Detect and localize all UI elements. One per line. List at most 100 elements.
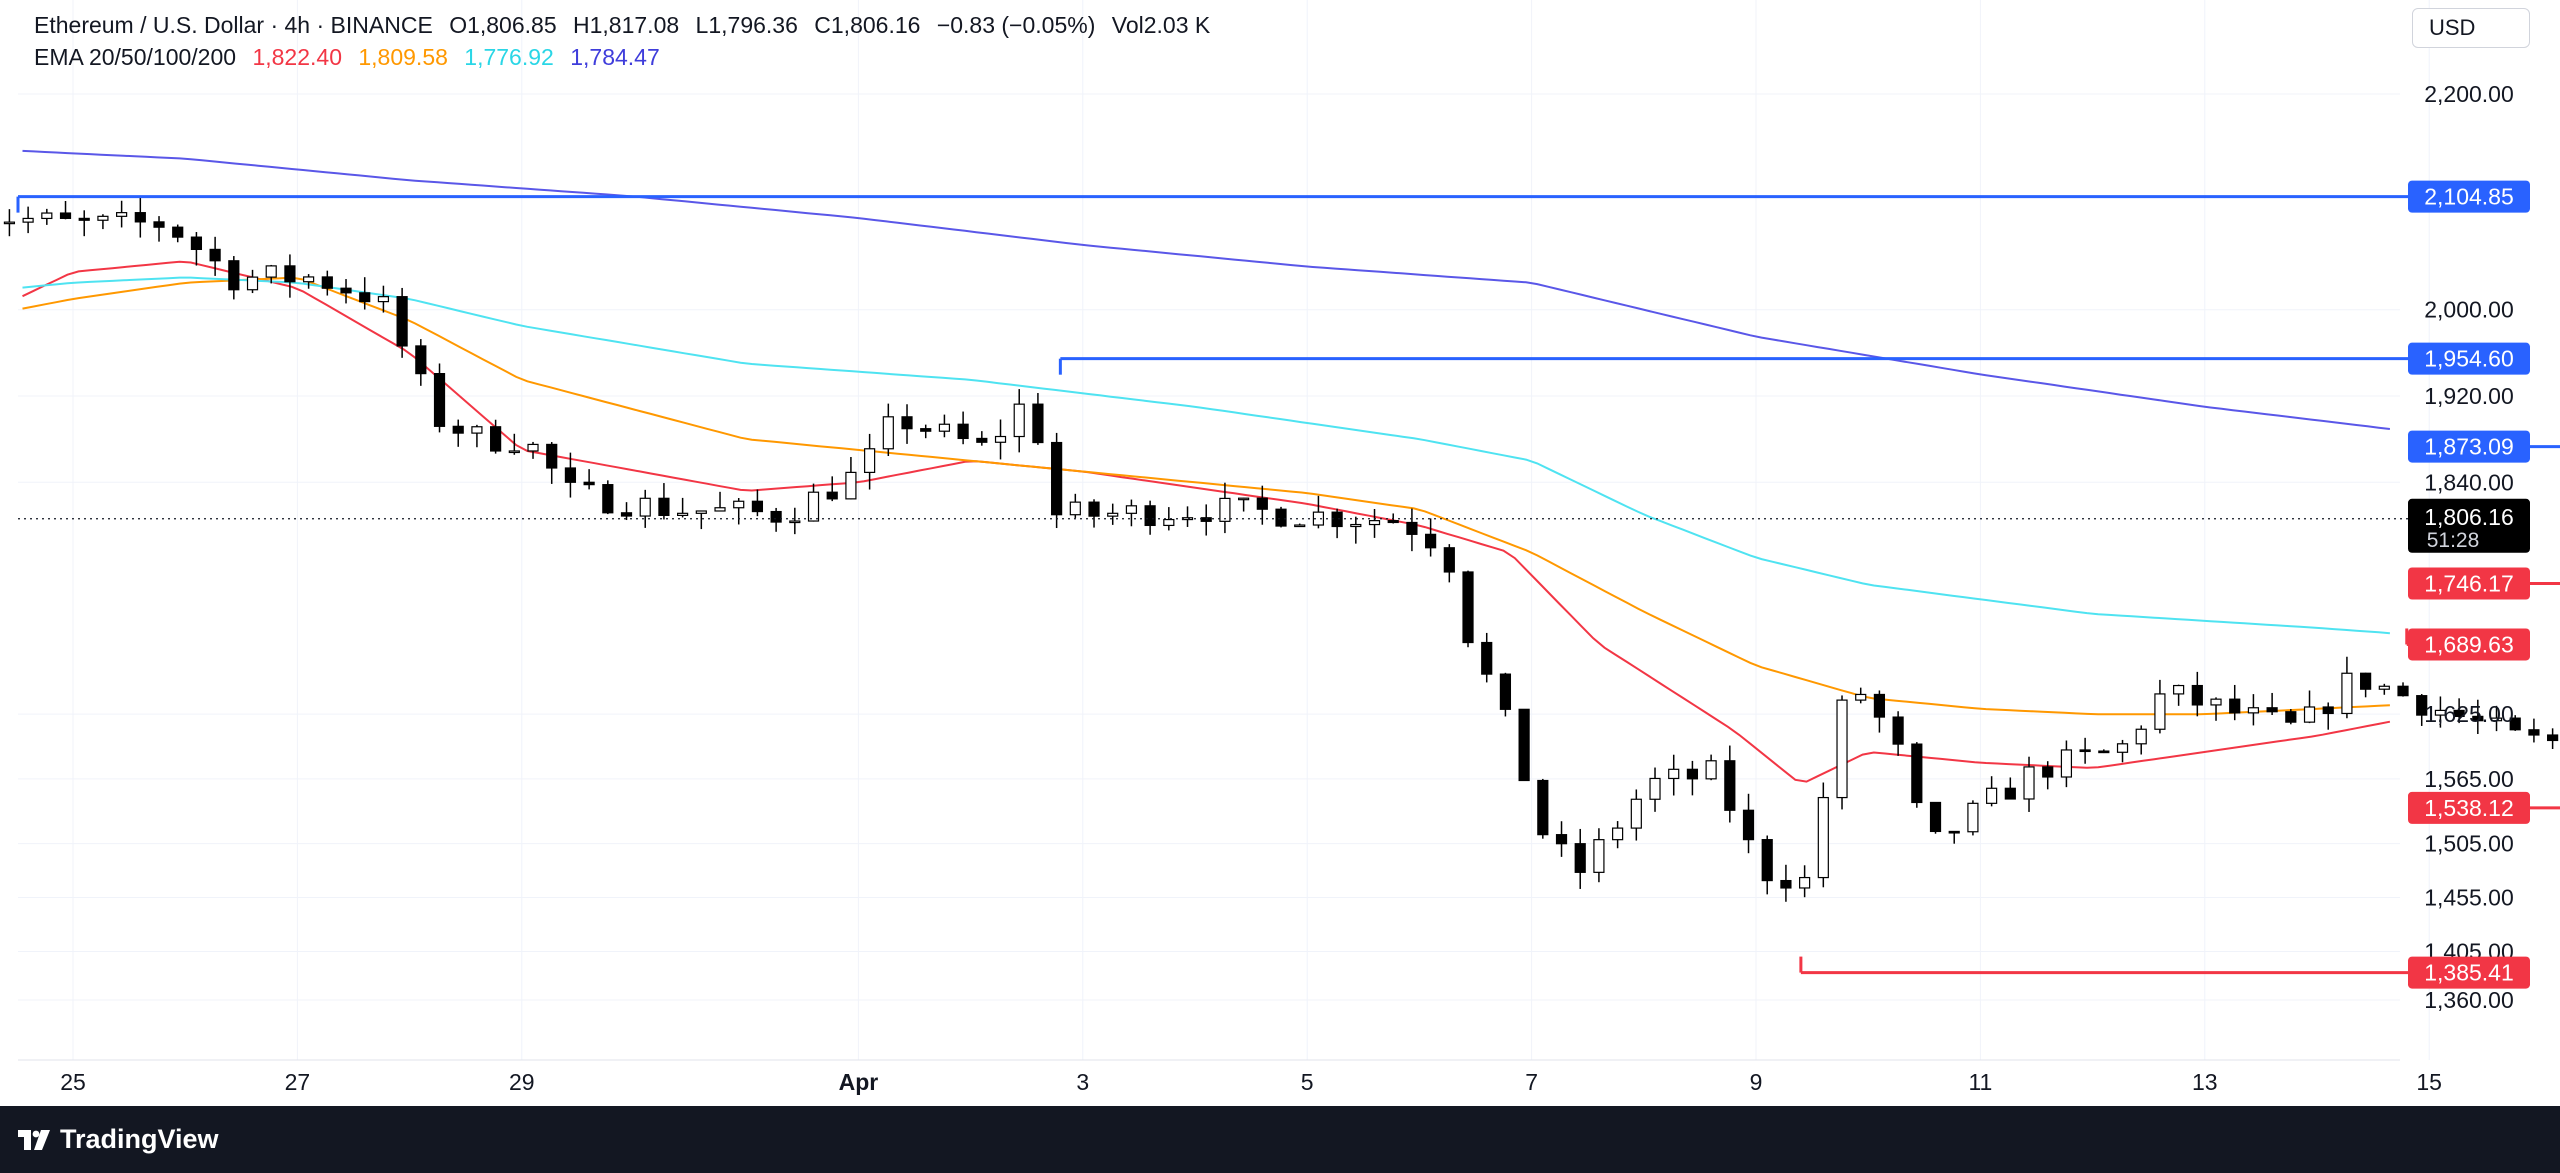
- candle-body: [2378, 685, 2390, 690]
- candle-body: [957, 423, 969, 440]
- candle: [246, 269, 259, 294]
- candle: [2416, 694, 2428, 726]
- candle: [733, 498, 745, 525]
- candle-body: [1481, 641, 1493, 675]
- candle-body: [1125, 505, 1138, 514]
- candle-body: [1574, 843, 1586, 873]
- candle-body: [1780, 879, 1792, 889]
- candle: [2341, 656, 2353, 719]
- candle: [1499, 672, 1512, 717]
- candle: [1219, 482, 1231, 534]
- candle-body: [2266, 707, 2278, 713]
- candle: [1406, 508, 1418, 552]
- ema-title[interactable]: EMA 20/50/100/200: [34, 44, 237, 70]
- candle: [564, 452, 577, 498]
- candle: [209, 236, 221, 276]
- candle: [284, 254, 296, 298]
- candle-body: [770, 510, 782, 523]
- volume: Vol2.03 K: [1112, 12, 1210, 38]
- time-axis-label: 27: [285, 1069, 311, 1095]
- candle: [789, 507, 801, 535]
- candle: [303, 274, 315, 289]
- candle-body: [527, 443, 539, 452]
- candle: [228, 256, 240, 300]
- tradingview-logo-icon: [18, 1129, 50, 1150]
- candle-body: [1705, 760, 1717, 780]
- price-chart[interactable]: 2,200.00 2,000.00 1,920.00 1,840.00 1,625.00…: [0, 0, 2560, 1106]
- price-axis-label: 1,505.00: [2424, 831, 2514, 857]
- candle-body: [826, 491, 838, 500]
- candle-body: [733, 500, 745, 509]
- candle-body: [1069, 501, 1081, 516]
- candle-body: [1593, 839, 1605, 873]
- price-axis-label: 1,840.00: [2424, 469, 2514, 495]
- symbol-title[interactable]: Ethereum / U.S. Dollar · 4h · BINANCE: [34, 12, 433, 38]
- candle: [1144, 500, 1156, 535]
- open-label: O: [449, 12, 468, 38]
- ema100-value: 1,776.92: [464, 44, 554, 70]
- price-axis-label: 1,360.00: [2424, 987, 2514, 1013]
- candle-body: [807, 491, 820, 522]
- currency-button[interactable]: USD: [2412, 8, 2530, 48]
- candle: [396, 287, 408, 358]
- candle-body: [2509, 717, 2521, 731]
- candle-body: [2191, 684, 2203, 706]
- candle-body: [1630, 798, 1642, 829]
- candle: [1929, 801, 1942, 834]
- candle: [321, 270, 333, 296]
- candle: [1069, 493, 1081, 518]
- horizontal-levels[interactable]: [16, 195, 2560, 975]
- candle: [2247, 694, 2260, 726]
- candle: [22, 206, 34, 234]
- time-axis-label: 25: [60, 1069, 86, 1095]
- candle: [415, 339, 427, 386]
- candle: [1555, 821, 1568, 857]
- candle: [901, 404, 913, 444]
- candle: [377, 285, 390, 313]
- candle: [583, 469, 595, 490]
- candle: [976, 431, 988, 446]
- candle-body: [639, 497, 651, 517]
- candle-body: [2341, 672, 2353, 715]
- price-axis[interactable]: 2,200.00 2,000.00 1,920.00 1,840.00 1,625.00…: [2424, 81, 2514, 1013]
- ema-legend: EMA 20/50/100/200 1,822.40 1,809.58 1,77…: [34, 44, 670, 71]
- candle-body: [1612, 827, 1624, 841]
- candle: [602, 480, 614, 515]
- candle: [1481, 632, 1493, 683]
- candle: [2042, 761, 2054, 790]
- candle-body: [2303, 706, 2316, 723]
- ema200-value: 1,784.47: [570, 44, 660, 70]
- candle-body: [1724, 760, 1736, 811]
- candle-body: [994, 435, 1007, 443]
- candle: [620, 502, 633, 521]
- candle: [340, 279, 352, 304]
- candle-body: [751, 500, 764, 513]
- candle-body: [1929, 801, 1942, 833]
- ema50-line: [22, 276, 2390, 716]
- candle-body: [714, 507, 726, 512]
- candle: [2434, 696, 2447, 728]
- tradingview-logo[interactable]: TradingView: [18, 1124, 219, 1155]
- candle: [2154, 679, 2166, 734]
- candle: [265, 264, 277, 284]
- price-axis-label: 2,000.00: [2424, 297, 2514, 323]
- candle-body: [1013, 403, 1025, 438]
- candle-body: [59, 212, 72, 219]
- candle: [1088, 499, 1100, 528]
- candle: [1911, 742, 1923, 808]
- candle-body: [228, 260, 240, 291]
- candle-body: [2490, 717, 2503, 722]
- time-axis[interactable]: 252729Apr357911131517192123252729May35: [60, 1069, 2560, 1095]
- candle: [1312, 495, 1325, 529]
- candle: [1537, 778, 1549, 839]
- candle: [2079, 737, 2091, 764]
- candle: [2360, 672, 2372, 698]
- price-tags: 2,104.85 1,954.60 1,873.09 1,746.17 1,689.63…: [2408, 180, 2530, 989]
- candle: [490, 419, 502, 454]
- price-axis-label: 1,625.00: [2424, 701, 2514, 727]
- ema-lines: [22, 149, 2391, 783]
- candle-body: [396, 296, 408, 347]
- resistance-price-tag-label: 1,873.09: [2424, 434, 2514, 460]
- volume-label: Vol: [1111, 12, 1144, 38]
- candle: [134, 196, 146, 238]
